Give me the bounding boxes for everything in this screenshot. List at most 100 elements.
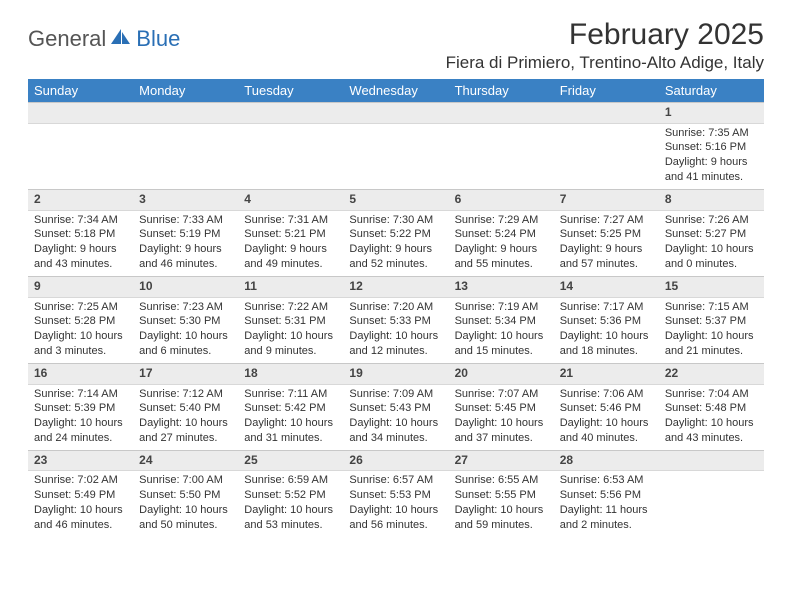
- daylight-text: Daylight: 10 hours and 46 minutes.: [34, 503, 127, 533]
- sunset-text: Sunset: 5:31 PM: [244, 314, 337, 329]
- day-number: 9: [28, 276, 133, 298]
- daylight-text: Daylight: 11 hours and 2 minutes.: [560, 503, 653, 533]
- sunrise-text: Sunrise: 7:00 AM: [139, 473, 232, 488]
- daylight-text: Daylight: 10 hours and 15 minutes.: [455, 329, 548, 359]
- sunset-text: Sunset: 5:27 PM: [665, 227, 758, 242]
- sunset-text: Sunset: 5:40 PM: [139, 401, 232, 416]
- calendar-week-row: 9Sunrise: 7:25 AMSunset: 5:28 PMDaylight…: [28, 276, 764, 363]
- day-details: Sunrise: 7:33 AMSunset: 5:19 PMDaylight:…: [133, 211, 238, 276]
- day-details: Sunrise: 7:34 AMSunset: 5:18 PMDaylight:…: [28, 211, 133, 276]
- calendar-day-cell: [238, 102, 343, 189]
- sunset-text: Sunset: 5:34 PM: [455, 314, 548, 329]
- day-number: 16: [28, 363, 133, 385]
- day-number: [28, 102, 133, 124]
- sunrise-text: Sunrise: 7:04 AM: [665, 387, 758, 402]
- calendar-day-cell: 15 Sunrise: 7:15 AMSunset: 5:37 PMDayligh…: [659, 276, 764, 363]
- sunrise-text: Sunrise: 7:23 AM: [139, 300, 232, 315]
- day-details: [554, 124, 659, 130]
- sunset-text: Sunset: 5:49 PM: [34, 488, 127, 503]
- day-number: 19: [343, 363, 448, 385]
- calendar-week-row: 23Sunrise: 7:02 AMSunset: 5:49 PMDayligh…: [28, 450, 764, 537]
- sunset-text: Sunset: 5:46 PM: [560, 401, 653, 416]
- calendar-day-cell: 13Sunrise: 7:19 AMSunset: 5:34 PMDayligh…: [449, 276, 554, 363]
- calendar-day-cell: [659, 450, 764, 537]
- logo-word1: General: [28, 26, 106, 52]
- calendar-day-cell: 8Sunrise: 7:26 AMSunset: 5:27 PMDaylight…: [659, 189, 764, 276]
- day-number: 7: [554, 189, 659, 211]
- sunset-text: Sunset: 5:28 PM: [34, 314, 127, 329]
- day-details: Sunrise: 6:55 AMSunset: 5:55 PMDaylight:…: [449, 471, 554, 536]
- daylight-text: Daylight: 10 hours and 3 minutes.: [34, 329, 127, 359]
- weekday-header: Tuesday: [238, 79, 343, 102]
- calendar-day-cell: [133, 102, 238, 189]
- daylight-text: Daylight: 9 hours and 55 minutes.: [455, 242, 548, 272]
- daylight-text: Daylight: 10 hours and 40 minutes.: [560, 416, 653, 446]
- day-number: 14: [554, 276, 659, 298]
- sunset-text: Sunset: 5:25 PM: [560, 227, 653, 242]
- sunset-text: Sunset: 5:42 PM: [244, 401, 337, 416]
- day-number: [133, 102, 238, 124]
- day-details: [238, 124, 343, 130]
- sunset-text: Sunset: 5:52 PM: [244, 488, 337, 503]
- sunrise-text: Sunrise: 7:31 AM: [244, 213, 337, 228]
- sunrise-text: Sunrise: 7:34 AM: [34, 213, 127, 228]
- calendar-day-cell: 5Sunrise: 7:30 AMSunset: 5:22 PMDaylight…: [343, 189, 448, 276]
- daylight-text: Daylight: 10 hours and 21 minutes.: [665, 329, 758, 359]
- daylight-text: Daylight: 10 hours and 50 minutes.: [139, 503, 232, 533]
- day-number: 15: [659, 276, 764, 298]
- day-details: Sunrise: 7:35 AMSunset: 5:16 PMDaylight:…: [659, 124, 764, 189]
- sunset-text: Sunset: 5:22 PM: [349, 227, 442, 242]
- day-number: 11: [238, 276, 343, 298]
- daylight-text: Daylight: 10 hours and 9 minutes.: [244, 329, 337, 359]
- weekday-header-row: Sunday Monday Tuesday Wednesday Thursday…: [28, 79, 764, 102]
- calendar-day-cell: [28, 102, 133, 189]
- day-details: [343, 124, 448, 130]
- sunrise-text: Sunrise: 7:20 AM: [349, 300, 442, 315]
- calendar-day-cell: 25Sunrise: 6:59 AMSunset: 5:52 PMDayligh…: [238, 450, 343, 537]
- sunset-text: Sunset: 5:21 PM: [244, 227, 337, 242]
- day-number: 3: [133, 189, 238, 211]
- day-details: Sunrise: 7:27 AMSunset: 5:25 PMDaylight:…: [554, 211, 659, 276]
- sunset-text: Sunset: 5:48 PM: [665, 401, 758, 416]
- calendar-day-cell: [554, 102, 659, 189]
- day-number: 13: [449, 276, 554, 298]
- daylight-text: Daylight: 10 hours and 31 minutes.: [244, 416, 337, 446]
- day-details: Sunrise: 7:30 AMSunset: 5:22 PMDaylight:…: [343, 211, 448, 276]
- calendar-page: General Blue February 2025 Fiera di Prim…: [0, 0, 792, 555]
- sail-icon: [110, 28, 132, 51]
- day-details: Sunrise: 7:14 AMSunset: 5:39 PMDaylight:…: [28, 385, 133, 450]
- sunset-text: Sunset: 5:33 PM: [349, 314, 442, 329]
- page-header: General Blue February 2025 Fiera di Prim…: [28, 18, 764, 73]
- day-number: 1: [659, 102, 764, 124]
- daylight-text: Daylight: 10 hours and 0 minutes.: [665, 242, 758, 272]
- day-details: Sunrise: 7:19 AMSunset: 5:34 PMDaylight:…: [449, 298, 554, 363]
- day-number: 6: [449, 189, 554, 211]
- sunrise-text: Sunrise: 7:22 AM: [244, 300, 337, 315]
- month-title: February 2025: [446, 18, 764, 51]
- day-details: Sunrise: 7:22 AMSunset: 5:31 PMDaylight:…: [238, 298, 343, 363]
- sunset-text: Sunset: 5:50 PM: [139, 488, 232, 503]
- calendar-day-cell: 2Sunrise: 7:34 AMSunset: 5:18 PMDaylight…: [28, 189, 133, 276]
- sunrise-text: Sunrise: 7:12 AM: [139, 387, 232, 402]
- daylight-text: Daylight: 10 hours and 6 minutes.: [139, 329, 232, 359]
- daylight-text: Daylight: 10 hours and 12 minutes.: [349, 329, 442, 359]
- day-details: Sunrise: 7:25 AMSunset: 5:28 PMDaylight:…: [28, 298, 133, 363]
- day-number: 23: [28, 450, 133, 472]
- sunset-text: Sunset: 5:16 PM: [665, 140, 758, 155]
- sunset-text: Sunset: 5:56 PM: [560, 488, 653, 503]
- day-details: Sunrise: 7:26 AMSunset: 5:27 PMDaylight:…: [659, 211, 764, 276]
- calendar-day-cell: 23Sunrise: 7:02 AMSunset: 5:49 PMDayligh…: [28, 450, 133, 537]
- day-details: [449, 124, 554, 130]
- calendar-day-cell: 24Sunrise: 7:00 AMSunset: 5:50 PMDayligh…: [133, 450, 238, 537]
- sunrise-text: Sunrise: 7:15 AM: [665, 300, 758, 315]
- sunrise-text: Sunrise: 7:27 AM: [560, 213, 653, 228]
- daylight-text: Daylight: 9 hours and 46 minutes.: [139, 242, 232, 272]
- day-details: Sunrise: 7:20 AMSunset: 5:33 PMDaylight:…: [343, 298, 448, 363]
- sunrise-text: Sunrise: 7:33 AM: [139, 213, 232, 228]
- daylight-text: Daylight: 10 hours and 59 minutes.: [455, 503, 548, 533]
- calendar-week-row: 16Sunrise: 7:14 AMSunset: 5:39 PMDayligh…: [28, 363, 764, 450]
- day-number: [659, 450, 764, 472]
- calendar-day-cell: 7Sunrise: 7:27 AMSunset: 5:25 PMDaylight…: [554, 189, 659, 276]
- sunset-text: Sunset: 5:37 PM: [665, 314, 758, 329]
- sunrise-text: Sunrise: 7:06 AM: [560, 387, 653, 402]
